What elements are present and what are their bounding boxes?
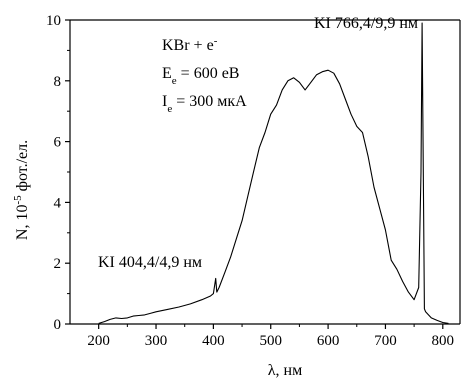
x-tick-label: 200 xyxy=(87,333,110,349)
x-axis-label: λ, нм xyxy=(268,362,302,379)
y-tick-label: 2 xyxy=(54,256,62,272)
x-ticks: 200 300 400 500 600 700 800 xyxy=(87,324,454,349)
legend-line-3-sub: e xyxy=(167,103,172,115)
legend-line-3-main: I xyxy=(162,93,167,110)
x-tick-label: 500 xyxy=(259,333,282,349)
series-line xyxy=(98,22,449,324)
legend-line-3-tail: = 300 мкА xyxy=(172,93,247,110)
annotation-ki-404: KI 404,4/4,9 нм xyxy=(98,254,202,271)
x-tick-label: 300 xyxy=(145,333,168,349)
y-axis-label-sup: -5 xyxy=(12,195,24,205)
x-tick-label: 800 xyxy=(432,333,455,349)
y-axis-label-tail: фот./ел. xyxy=(14,140,31,195)
annotation-ki-766: KI 766,4/9,9 нм xyxy=(314,15,418,32)
legend-line-1: KBr + e- xyxy=(162,35,218,54)
y-ticks: 0 2 4 6 8 10 xyxy=(46,13,70,333)
y-axis-label-main: N, 10 xyxy=(14,205,31,241)
x-tick-label: 700 xyxy=(374,333,397,349)
legend-line-2-sub: e xyxy=(172,75,177,87)
legend-block: KBr + e- Ee = 600 eB Ie = 300 мкА xyxy=(162,35,247,115)
legend-line-1-main: KBr + e xyxy=(162,37,214,54)
legend-line-3: Ie = 300 мкА xyxy=(162,93,247,115)
y-tick-label: 8 xyxy=(54,74,62,90)
series-layer xyxy=(98,22,449,324)
y-tick-label: 10 xyxy=(46,13,61,29)
axes xyxy=(69,19,461,325)
y-tick-label: 0 xyxy=(54,317,62,333)
legend-line-2: Ee = 600 eB xyxy=(162,65,239,87)
x-tick-label: 600 xyxy=(317,333,340,349)
x-tick-label: 400 xyxy=(202,333,225,349)
legend-line-1-sup: - xyxy=(214,35,218,47)
legend-line-2-main: E xyxy=(162,65,172,82)
y-tick-label: 4 xyxy=(54,195,62,211)
y-axis-label: N, 10-5 фот./ел. xyxy=(12,140,31,240)
legend-line-2-tail: = 600 eB xyxy=(177,65,240,82)
y-tick-label: 6 xyxy=(54,135,62,151)
